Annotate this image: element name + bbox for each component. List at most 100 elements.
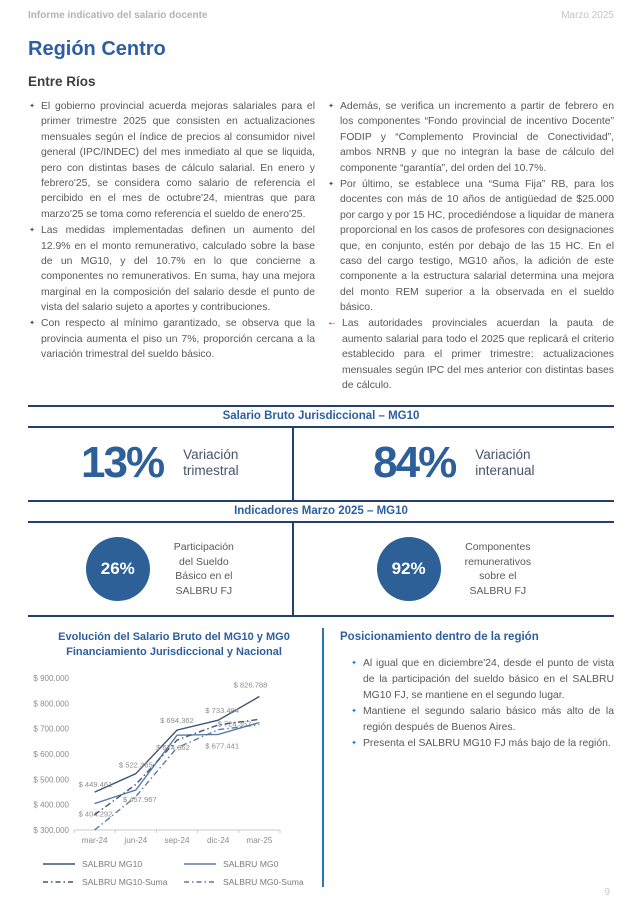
data-label: $ 733.484 xyxy=(205,706,239,715)
x-tick-label: mar-24 xyxy=(82,836,108,845)
bottom-section: Evolución del Salario Bruto del MG10 y M… xyxy=(28,628,614,888)
y-tick-label: $ 900.000 xyxy=(33,674,69,683)
y-tick-label: $ 300.000 xyxy=(33,826,69,835)
list-item: ✦ Las medidas implementadas definen un a… xyxy=(28,223,315,315)
stat-label: Variación interanual xyxy=(475,446,535,479)
bullet-text: Las medidas implementadas definen un aum… xyxy=(41,225,315,314)
document-date: Marzo 2025 xyxy=(561,10,614,21)
data-label: $ 694.362 xyxy=(160,716,194,725)
x-tick-label: dic-24 xyxy=(207,836,230,845)
stat-yearly: 84% Variación interanual xyxy=(294,428,614,500)
section-title-salbru: Salario Bruto Jurisdiccional – MG10 xyxy=(222,410,420,423)
list-item: ✦ Por último, se establece una “Suma Fij… xyxy=(327,177,614,316)
indicator-label: Participación del Sueldo Básico en el SA… xyxy=(173,541,234,598)
list-item: ✦ Con respecto al mínimo garantizado, se… xyxy=(28,316,315,362)
indicator-remunerative: 92% Componentes remunerativos sobre el S… xyxy=(294,523,614,615)
bullet-text: Al igual que en diciembre'24, desde el p… xyxy=(363,658,614,701)
chart-wrap: $ 300.000 $ 400.000 $ 500.000 $ 600.000 $ 70… xyxy=(28,666,320,853)
diamond-bullet-icon: ✦ xyxy=(328,103,334,110)
x-tick-label: mar-25 xyxy=(246,836,272,845)
y-tick-label: $ 600.000 xyxy=(33,750,69,759)
data-label: $ 522.365 xyxy=(119,761,153,770)
stat-value: 13% xyxy=(81,438,165,488)
data-label: $ 724.357 xyxy=(218,720,252,729)
chart-section: Evolución del Salario Bruto del MG10 y M… xyxy=(28,628,320,887)
positioning-list: ✦ Al igual que en diciembre'24, desde el… xyxy=(340,656,614,752)
document-title: Informe indicativo del salario docente xyxy=(28,10,208,21)
vertical-divider xyxy=(291,523,294,616)
intro-left-column: ✦ El gobierno provincial acuerda mejoras… xyxy=(28,99,315,394)
y-tick-label: $ 700.000 xyxy=(33,725,69,734)
diamond-bullet-icon: ✦ xyxy=(328,180,334,188)
list-item: ✦ Mantiene el segundo salario básico más… xyxy=(350,704,614,735)
chart-legend: SALBRU MG10 SALBRU MG0 SALBRU MG10-Suma SAL… xyxy=(28,853,320,887)
province-subtitle: Entre Ríos xyxy=(28,74,96,89)
list-item: ✦ Al igual que en diciembre'24, desde el… xyxy=(350,656,614,703)
diamond-bullet-icon: ✦ xyxy=(29,227,35,235)
positioning-title: Posicionamiento dentro de la región xyxy=(340,631,539,644)
divider xyxy=(28,426,614,429)
y-tick-label: $ 500.000 xyxy=(33,775,69,784)
series-line xyxy=(94,721,260,805)
legend-label: SALBRU MG10-Suma xyxy=(82,877,168,888)
y-tick-label: $ 400.000 xyxy=(33,801,69,810)
legend-label: SALBRU MG0 xyxy=(223,859,279,870)
series-line xyxy=(94,718,260,816)
stats-box: Salario Bruto Jurisdiccional – MG10 13% … xyxy=(28,405,614,618)
divider xyxy=(28,405,614,408)
diamond-bullet-icon: ✦ xyxy=(351,740,357,748)
bullet-text: Presenta el SALBRU MG10 FJ más bajo de l… xyxy=(363,738,611,750)
positioning-section: Posicionamiento dentro de la región ✦ Al… xyxy=(324,628,614,887)
bullet-text: Además, se verifica un incremento a part… xyxy=(340,101,614,174)
diamond-bullet-icon: ✦ xyxy=(29,103,35,110)
divider xyxy=(28,521,614,524)
diamond-bullet-icon: ✦ xyxy=(29,320,35,328)
section-title-indicators: Indicadores Marzo 2025 – MG10 xyxy=(234,505,408,518)
divider xyxy=(28,500,614,503)
list-item: ✦ Además, se verifica un incremento a pa… xyxy=(327,99,614,176)
series-line xyxy=(94,696,260,793)
legend-item: SALBRU MG0 xyxy=(183,859,320,869)
variation-row: 13% Variación trimestral 84% Variación i… xyxy=(28,428,614,501)
page-title: Región Centro xyxy=(28,38,166,60)
intro-columns: ✦ El gobierno provincial acuerda mejoras… xyxy=(28,99,614,394)
data-label: $ 457.967 xyxy=(123,795,157,804)
indicator-label: Componentes remunerativos sobre el SALBR… xyxy=(464,541,532,598)
bullet-text: Por último, se establece una “Suma Fija”… xyxy=(340,178,614,314)
list-item: ✦ Presenta el SALBRU MG10 FJ más bajo de… xyxy=(350,736,614,752)
indicator-basic-salary: 26% Participación del Sueldo Básico en e… xyxy=(28,523,292,615)
legend-line-sample xyxy=(43,881,75,883)
legend-item: SALBRU MG10-Suma xyxy=(42,877,179,887)
data-label: $ 674.362 xyxy=(156,743,190,752)
page-header: Informe indicativo del salario docente M… xyxy=(28,10,614,21)
bullet-text: Mantiene el segundo salario básico más a… xyxy=(363,706,614,733)
series-line xyxy=(94,724,260,831)
list-item: ✦ El gobierno provincial acuerda mejoras… xyxy=(28,99,315,222)
legend-line-sample xyxy=(184,863,216,865)
stat-label: Variación trimestral xyxy=(183,446,239,479)
salary-chart: $ 300.000 $ 400.000 $ 500.000 $ 600.000 $ 70… xyxy=(33,674,281,845)
list-item: ← Las autoridades provinciales acuerdan … xyxy=(327,316,614,393)
intro-right-column: ✦ Además, se verifica un incremento a pa… xyxy=(327,99,614,394)
vertical-divider xyxy=(291,428,294,501)
stat-value: 84% xyxy=(373,438,457,488)
legend-line-sample xyxy=(43,863,75,865)
indicator-circle: 92% xyxy=(376,537,441,602)
indicators-row: 26% Participación del Sueldo Básico en e… xyxy=(28,523,614,616)
legend-label: SALBRU MG10 xyxy=(82,859,143,870)
data-label: $ 826.788 xyxy=(234,681,268,690)
data-label: $ 449.461 xyxy=(79,780,113,789)
data-label: $ 677.441 xyxy=(205,741,239,750)
bullet-text: Las autoridades provinciales acuerdan la… xyxy=(342,318,614,392)
diamond-bullet-icon: ✦ xyxy=(351,708,357,716)
legend-label: SALBRU MG0-Suma xyxy=(223,877,304,888)
stat-quarterly: 13% Variación trimestral xyxy=(28,428,292,500)
diamond-bullet-icon: ✦ xyxy=(351,660,357,668)
divider xyxy=(28,615,614,618)
legend-item: SALBRU MG10 xyxy=(42,859,179,869)
x-tick-label: sep-24 xyxy=(164,836,189,845)
chart-title: Evolución del Salario Bruto del MG10 y M… xyxy=(58,631,290,659)
indicator-circle: 26% xyxy=(85,537,150,602)
legend-item: SALBRU MG0-Suma xyxy=(183,877,320,887)
vertical-divider-blue xyxy=(322,628,324,888)
